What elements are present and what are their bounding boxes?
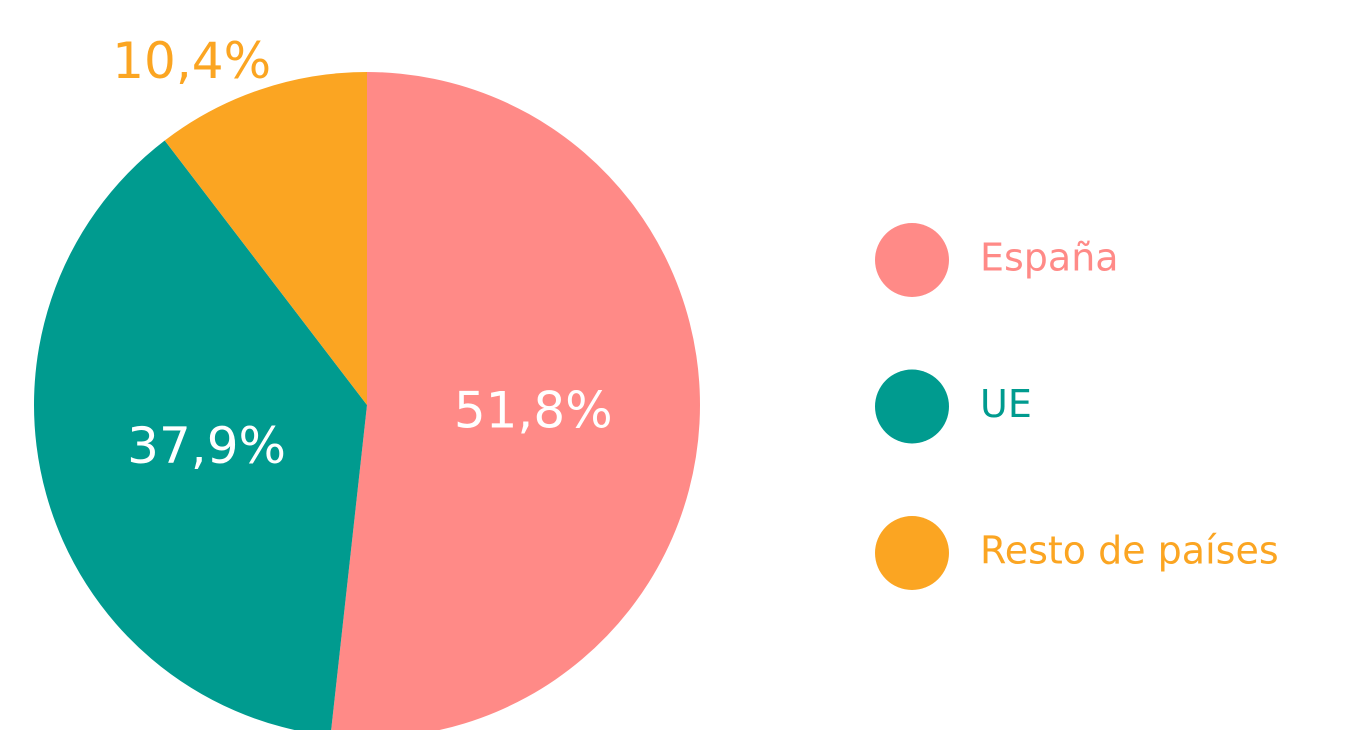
legend-swatch bbox=[875, 223, 949, 297]
legend-swatch bbox=[875, 516, 949, 590]
pie-slice bbox=[331, 72, 700, 730]
data-label: 10,4% bbox=[112, 32, 271, 90]
pie-slice bbox=[34, 140, 367, 730]
legend-swatch bbox=[875, 369, 949, 444]
pie-slice bbox=[164, 72, 367, 405]
legend-label: Resto de países bbox=[980, 529, 1279, 573]
data-label: 37,9% bbox=[127, 417, 286, 475]
data-label: 51,8% bbox=[454, 382, 613, 440]
legend-label: España bbox=[980, 236, 1119, 280]
legend-label: UE bbox=[980, 382, 1032, 426]
